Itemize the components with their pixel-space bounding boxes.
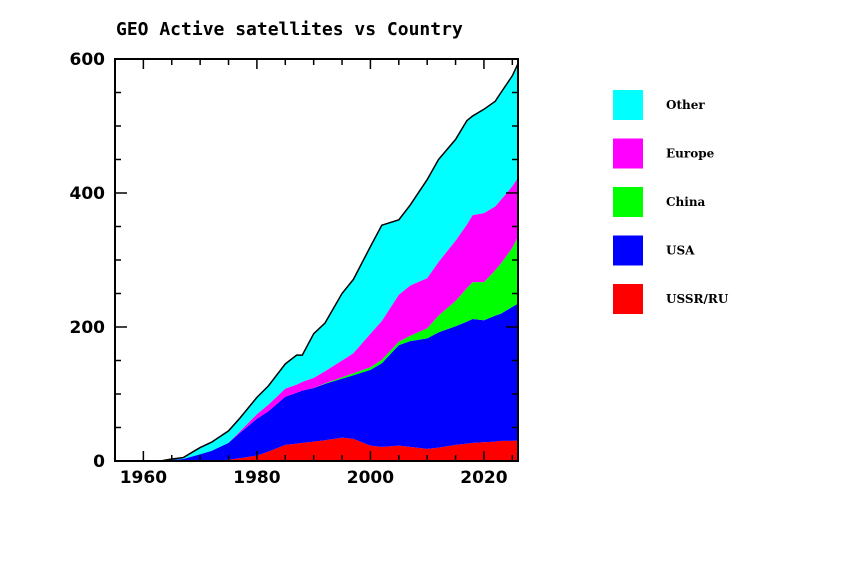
y-tick-label: 0	[93, 452, 105, 472]
area-usa	[160, 303, 518, 461]
y-axis: 0 200 400 600	[70, 50, 518, 472]
plot-areas	[160, 63, 518, 461]
legend-swatch	[613, 187, 643, 217]
legend-swatch	[613, 90, 643, 120]
legend-swatch	[613, 235, 643, 266]
area-ussr-ru	[160, 437, 518, 461]
y-tick-label: 400	[70, 184, 106, 204]
legend: Other Europe China USA USSR/RU	[613, 90, 729, 314]
x-axis: 1960 1980 2000 2020	[120, 59, 514, 488]
y-tick-label: 600	[70, 50, 106, 70]
legend-label: Other	[666, 98, 705, 112]
legend-label: China	[666, 195, 706, 209]
legend-label: USA	[666, 244, 695, 258]
legend-swatch	[613, 284, 643, 314]
x-tick-label: 2020	[460, 468, 507, 488]
x-tick-label: 1980	[233, 468, 280, 488]
legend-label: USSR/RU	[666, 292, 729, 306]
legend-label: Europe	[666, 147, 715, 161]
total-line	[160, 63, 519, 462]
x-tick-label: 2000	[347, 468, 394, 488]
chart-title: GEO Active satellites vs Country	[116, 19, 463, 40]
x-tick-label: 1960	[120, 468, 167, 488]
y-tick-label: 200	[70, 318, 106, 338]
legend-swatch	[613, 138, 643, 169]
